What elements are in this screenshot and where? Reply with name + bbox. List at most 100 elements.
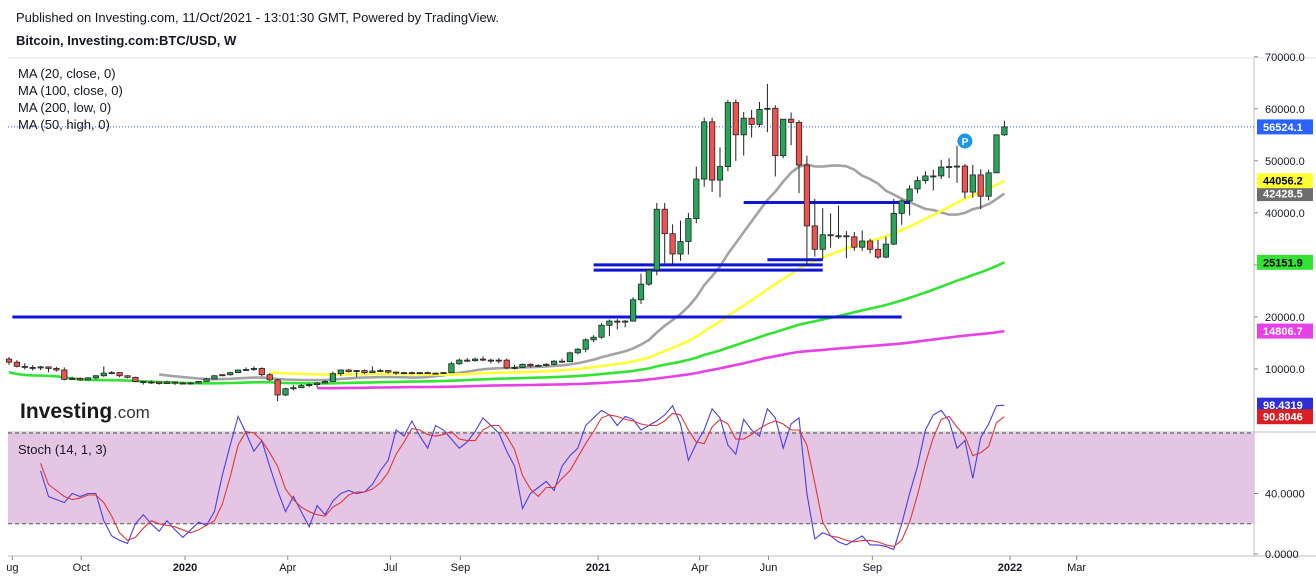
- candle: [337, 369, 344, 377]
- stoch-line: [40, 412, 1005, 547]
- candle-body: [353, 370, 360, 372]
- candle-body: [487, 359, 495, 362]
- candle-body: [582, 339, 589, 350]
- candle-body: [313, 382, 321, 385]
- candle-body: [622, 320, 629, 323]
- candle: [882, 236, 890, 259]
- candle: [669, 224, 676, 265]
- candle-body: [234, 369, 242, 374]
- candle-body: [61, 369, 68, 380]
- candle: [637, 273, 645, 304]
- candle-body: [266, 374, 273, 381]
- value-badge-label: 90.8046: [1263, 412, 1303, 424]
- candle: [630, 297, 637, 322]
- candle-body: [69, 377, 76, 380]
- candle-body: [961, 165, 969, 193]
- candle: [432, 372, 439, 375]
- candle: [219, 374, 226, 377]
- candle-body: [882, 243, 890, 258]
- price-tick-label: 70000.0: [1265, 52, 1305, 64]
- candle-body: [693, 178, 700, 220]
- candle: [764, 83, 771, 133]
- candle: [456, 358, 463, 365]
- candle: [124, 375, 131, 379]
- candle: [227, 372, 234, 376]
- candle: [685, 212, 692, 255]
- ma-line: [158, 163, 1006, 382]
- time-tick-label: Apr: [279, 562, 296, 574]
- candle-body: [519, 363, 526, 368]
- candle-body: [685, 218, 692, 242]
- candle: [519, 363, 526, 368]
- candle-body: [45, 366, 52, 369]
- candle: [258, 367, 265, 377]
- candle: [5, 357, 13, 365]
- candle: [69, 376, 76, 380]
- candle: [140, 380, 147, 385]
- candles: [5, 83, 1008, 402]
- time-tick-label: Mar: [1067, 562, 1086, 574]
- candle: [558, 358, 566, 363]
- candle-body: [92, 375, 99, 379]
- candle-body: [479, 358, 487, 361]
- candle-body: [258, 368, 265, 376]
- candle-body: [108, 372, 115, 375]
- candle: [487, 358, 495, 364]
- candle-body: [377, 370, 384, 372]
- candle-body: [819, 234, 826, 250]
- candle: [132, 376, 139, 382]
- candle: [661, 202, 668, 264]
- candle-body: [851, 236, 858, 248]
- candle-body: [969, 174, 976, 193]
- candle-body: [732, 102, 739, 136]
- ma-line: [317, 329, 1005, 390]
- candle: [788, 112, 795, 146]
- candle-body: [843, 235, 850, 238]
- candle: [653, 202, 660, 276]
- candle-body: [606, 320, 613, 326]
- candle: [13, 360, 20, 368]
- candle: [566, 351, 574, 363]
- time-tick-label: Jun: [760, 562, 778, 574]
- candle-body: [171, 381, 178, 384]
- candle-body: [772, 107, 779, 157]
- candle: [906, 185, 913, 216]
- candle: [677, 220, 684, 261]
- candle-body: [630, 299, 637, 322]
- candle-body: [953, 165, 961, 168]
- candle-body: [890, 213, 897, 245]
- candle-body: [187, 382, 194, 385]
- candle-body: [227, 372, 234, 376]
- candle-body: [574, 348, 581, 354]
- candle-body: [1001, 126, 1008, 136]
- candle: [416, 372, 423, 375]
- candle: [724, 99, 732, 172]
- candle: [582, 338, 589, 353]
- candle-body: [637, 283, 645, 301]
- watermark-suffix: .com: [113, 403, 150, 422]
- candle: [369, 366, 376, 374]
- candle: [716, 147, 724, 198]
- symbol-title: Bitcoin, Investing.com:BTC/USD, W: [16, 33, 237, 48]
- candle: [574, 348, 581, 355]
- candle-body: [835, 235, 842, 238]
- candle: [195, 380, 202, 384]
- candle-body: [385, 370, 392, 373]
- candle-body: [495, 359, 502, 362]
- candle-body: [543, 363, 550, 366]
- ma-value-badge: 42428.5: [1257, 186, 1313, 202]
- candle: [116, 372, 123, 378]
- candle: [187, 381, 194, 385]
- candle: [495, 358, 502, 364]
- value-badge-bg: [1257, 323, 1313, 339]
- candle: [361, 369, 368, 375]
- candle: [92, 375, 99, 380]
- candle: [859, 230, 866, 251]
- candle: [819, 208, 826, 260]
- candle: [1001, 120, 1008, 136]
- value-badge-label: 44056.2: [1263, 176, 1303, 188]
- candle-body: [709, 121, 716, 181]
- time-tick-label: 2020: [173, 562, 197, 574]
